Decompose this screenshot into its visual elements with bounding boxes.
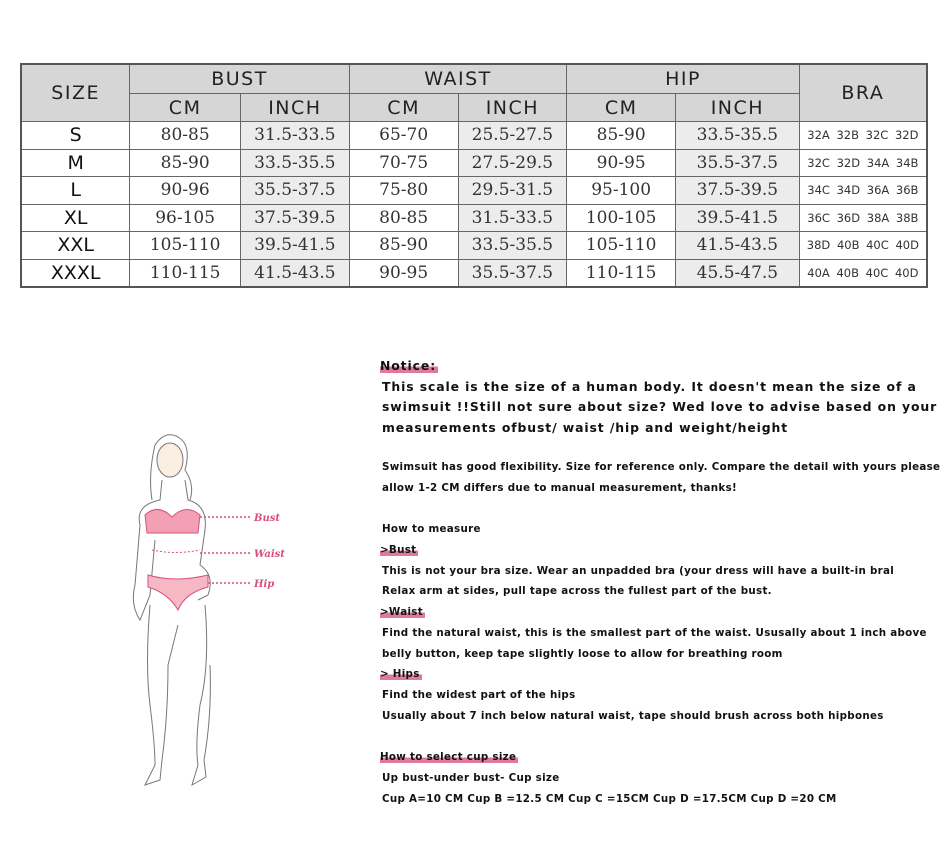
cell-waist-in: 35.5-37.5 <box>457 258 568 288</box>
header-waist-cm: CM <box>348 93 459 122</box>
table-row: XL 96-105 37.5-39.5 80-85 31.5-33.5 100-105 39… <box>20 203 928 232</box>
cell-hip-in: 41.5-43.5 <box>675 231 800 260</box>
measure-title: How to measure <box>382 523 481 535</box>
notice-line-2: swimsuit !!Still not sure about size? We… <box>382 399 938 414</box>
cell-hip-cm: 100-105 <box>566 203 677 232</box>
header-bust-inch: INCH <box>240 93 350 122</box>
cell-size: M <box>20 148 131 177</box>
cell-size: L <box>20 176 131 205</box>
cell-bust-cm: 85-90 <box>129 148 241 177</box>
cell-bra: 36C 36D 38A 38B <box>798 203 928 232</box>
cell-bra: 32C 32D 34A 34B <box>798 148 928 177</box>
cell-waist-in: 29.5-31.5 <box>457 176 568 205</box>
table-row: L 90-96 35.5-37.5 75-80 29.5-31.5 95-100 37.5-… <box>20 176 928 205</box>
cell-bra: 38D 40B 40C 40D <box>798 231 928 260</box>
cell-hip-cm: 85-90 <box>566 121 677 150</box>
cell-hip-in: 37.5-39.5 <box>675 176 800 205</box>
hips-line-2: Usually about 7 inch below natural waist… <box>382 710 884 722</box>
cup-line-2: Cup A=10 CM Cup B =12.5 CM Cup C =15CM C… <box>382 793 837 805</box>
table-row: S 80-85 31.5-33.5 65-70 25.5-27.5 85-90 33.5-3… <box>20 121 928 150</box>
waist-line-1: Find the natural waist, this is the smal… <box>382 627 927 639</box>
cell-bust-in: 33.5-35.5 <box>240 148 350 177</box>
cell-hip-cm: 110-115 <box>566 258 677 288</box>
cell-hip-in: 35.5-37.5 <box>675 148 800 177</box>
cell-waist-cm: 80-85 <box>348 203 459 232</box>
bust-label: Bust <box>253 513 280 524</box>
cell-waist-in: 25.5-27.5 <box>457 121 568 150</box>
cell-waist-cm: 85-90 <box>348 231 459 260</box>
cell-bust-cm: 105-110 <box>129 231 241 260</box>
notice-title: Notice: <box>380 358 439 373</box>
notice-line-1: This scale is the size of a human body. … <box>382 379 917 394</box>
cell-waist-cm: 75-80 <box>348 176 459 205</box>
cell-size: XXXL <box>20 258 131 288</box>
cell-waist-cm: 70-75 <box>348 148 459 177</box>
header-bust-cm: CM <box>129 93 241 122</box>
cell-bust-cm: 96-105 <box>129 203 241 232</box>
bust-line-2: Relax arm at sides, pull tape across the… <box>382 585 772 597</box>
bust-line-1: This is not your bra size. Wear an unpad… <box>382 565 895 577</box>
header-size: SIZE <box>20 63 131 122</box>
table-row: M 85-90 33.5-35.5 70-75 27.5-29.5 90-95 35.5-3… <box>20 148 928 177</box>
waist-label: Waist <box>254 549 285 560</box>
cup-heading: How to select cup size <box>380 751 519 763</box>
hips-line-1: Find the widest part of the hips <box>382 689 576 701</box>
cell-waist-in: 33.5-35.5 <box>457 231 568 260</box>
cell-waist-cm: 90-95 <box>348 258 459 288</box>
bust-heading: >Bust <box>380 544 419 556</box>
cell-waist-in: 27.5-29.5 <box>457 148 568 177</box>
waist-heading: >Waist <box>380 606 425 618</box>
flex-line-2: allow 1-2 CM differs due to manual measu… <box>382 482 737 494</box>
table-row: XXXL 110-115 41.5-43.5 90-95 35.5-37.5 110-11… <box>20 258 928 288</box>
header-waist-inch: INCH <box>457 93 568 122</box>
waist-line-2: belly button, keep tape slightly loose t… <box>382 648 783 660</box>
cell-size: S <box>20 121 131 150</box>
header-hip: HIP <box>566 63 800 94</box>
body-measurement-illustration: Bust Waist Hip <box>132 434 285 787</box>
cell-bust-in: 37.5-39.5 <box>240 203 350 232</box>
header-hip-cm: CM <box>566 93 677 122</box>
cell-size: XXL <box>20 231 131 260</box>
flex-line-1: Swimsuit has good flexibility. Size for … <box>382 461 941 473</box>
cell-hip-in: 45.5-47.5 <box>675 258 800 288</box>
cell-bust-in: 35.5-37.5 <box>240 176 350 205</box>
table-row: XXL 105-110 39.5-41.5 85-90 33.5-35.5 105-110… <box>20 231 928 260</box>
hips-heading: > Hips <box>380 668 422 680</box>
cell-hip-cm: 105-110 <box>566 231 677 260</box>
cell-waist-cm: 65-70 <box>348 121 459 150</box>
notice-line-3: measurements ofbust/ waist /hip and weig… <box>382 420 789 435</box>
header-bust: BUST <box>129 63 350 94</box>
header-hip-inch: INCH <box>675 93 800 122</box>
cell-bust-in: 41.5-43.5 <box>240 258 350 288</box>
cell-bra: 34C 34D 36A 36B <box>798 176 928 205</box>
cell-waist-in: 31.5-33.5 <box>457 203 568 232</box>
header-waist: WAIST <box>348 63 568 94</box>
cell-hip-cm: 90-95 <box>566 148 677 177</box>
cell-size: XL <box>20 203 131 232</box>
cell-bra: 32A 32B 32C 32D <box>798 121 928 150</box>
size-chart-table: SIZE BUST WAIST HIP BRA CM INCH CM INCH … <box>20 63 928 288</box>
cell-hip-in: 33.5-35.5 <box>675 121 800 150</box>
header-bra: BRA <box>798 63 928 122</box>
cell-bust-cm: 90-96 <box>129 176 241 205</box>
hip-label: Hip <box>253 579 274 590</box>
cell-bust-in: 31.5-33.5 <box>240 121 350 150</box>
cell-hip-cm: 95-100 <box>566 176 677 205</box>
cell-bra: 40A 40B 40C 40D <box>798 258 928 288</box>
cell-bust-cm: 110-115 <box>129 258 241 288</box>
cell-bust-cm: 80-85 <box>129 121 241 150</box>
cell-hip-in: 39.5-41.5 <box>675 203 800 232</box>
cup-line-1: Up bust-under bust- Cup size <box>382 772 560 784</box>
cell-bust-in: 39.5-41.5 <box>240 231 350 260</box>
